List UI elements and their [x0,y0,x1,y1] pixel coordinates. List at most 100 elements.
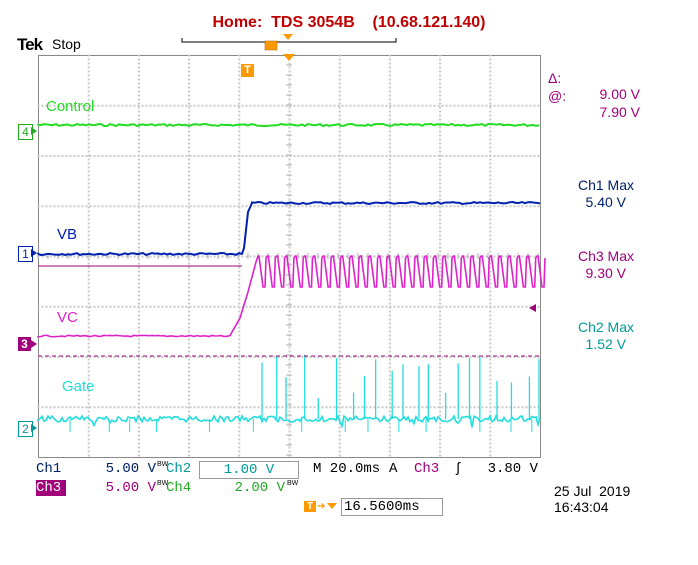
grid-dot [188,406,191,409]
grid-dot [49,205,52,208]
grid-dot [65,155,68,157]
grid-dot [169,155,172,157]
grid-dot [439,386,442,389]
grid-dot [453,406,456,409]
grid-dot [293,305,296,308]
grid-dot [439,454,442,457]
grid-dot [269,104,272,107]
grid-dot [137,126,140,129]
grid-dot [388,378,391,381]
grid-dot [345,305,348,308]
grid-dot [439,194,442,197]
grid-dot [157,305,160,308]
grid-dot [439,270,442,273]
grid-dot [349,205,352,208]
grid-dot [457,104,460,107]
grid-dot [137,314,140,317]
grid-dot [401,104,404,107]
grid-dot [377,104,380,107]
grid-dot [188,454,191,457]
grid-dot [188,218,191,221]
grid-dot [453,305,456,308]
grid-dot [189,155,192,157]
grid-dot [489,454,492,457]
grid-dot [489,322,492,325]
grid-dot [288,66,291,69]
ch3-name[interactable]: Ch3 [36,480,66,496]
grid-dot [188,282,191,285]
grid-dot [217,305,220,308]
ch3-scale[interactable]: 5.00 V [105,480,156,496]
ch2-name[interactable]: Ch2 [166,461,192,477]
grid-dot [69,104,72,107]
grid-dot [177,205,180,208]
grid-dot [288,226,291,229]
ch1-scale[interactable]: 5.00 V [105,461,156,477]
grid-dot [489,170,492,173]
grid-dot [325,205,328,208]
grid-dot [317,205,320,208]
grid-dot [437,356,440,358]
grid-dot [489,410,492,413]
grid-dot [188,222,191,225]
trigger-level[interactable]: 3.80 V [487,461,538,477]
grid-dot [388,402,391,405]
ch4-name[interactable]: Ch4 [166,480,192,496]
ch4-scale[interactable]: 2.00 V [234,480,285,496]
grid-dot [277,356,280,358]
grid-dot [188,426,191,429]
grid-dot [137,150,140,153]
grid-dot [388,250,391,253]
horizontal-position[interactable]: 16.5600ms [341,498,443,516]
ch1-name[interactable]: Ch1 [36,461,62,477]
grid-dot [469,205,472,208]
grid-dot [237,406,240,409]
grid-dot [369,406,372,409]
grid-dot [453,205,456,208]
timebase[interactable]: M 20.0ms [313,461,381,477]
grid-dot [338,382,341,385]
grid-dot [369,305,372,308]
grid-dot [265,356,268,358]
grid-dot [449,155,452,157]
grid-dot [238,370,241,373]
grid-dot [353,104,356,107]
grid-dot [188,346,191,349]
grid-dot [137,102,140,105]
grid-dot [137,270,140,273]
grid-dot [238,378,241,381]
grid-dot [87,94,90,97]
grid-dot [188,258,191,261]
grid-dot [121,356,124,358]
grid-dot [338,150,341,153]
grid-dot [238,330,241,333]
grid-dot [338,338,341,341]
grid-dot [53,104,56,107]
grid-dot [85,305,88,308]
grid-dot [525,155,528,157]
grid-dot [137,326,140,329]
grid-dot [288,382,291,385]
grid-dot [365,104,368,107]
ch2-scale[interactable]: 1.00 V [199,461,299,479]
grid-dot [137,250,140,253]
grid-dot [188,422,191,425]
grid-dot [461,406,464,409]
grid-dot [441,356,444,358]
trigger-slope-icon[interactable]: ʃ [454,461,463,477]
grid-dot [137,430,140,433]
grid-dot [281,406,284,409]
grid-dot [288,402,291,405]
grid-dot [439,318,442,321]
ch3-ground-marker[interactable]: 3 [18,337,31,351]
grid-dot [61,155,64,157]
grid-dot [505,406,508,409]
grid-dot [137,298,140,301]
trigger-source[interactable]: Ch3 [414,461,440,477]
grid-dot [357,305,360,308]
grid-dot [439,206,442,209]
grid-dot [137,114,140,117]
grid-dot [338,438,341,441]
grid-dot [439,70,442,73]
grid-dot [221,104,224,107]
